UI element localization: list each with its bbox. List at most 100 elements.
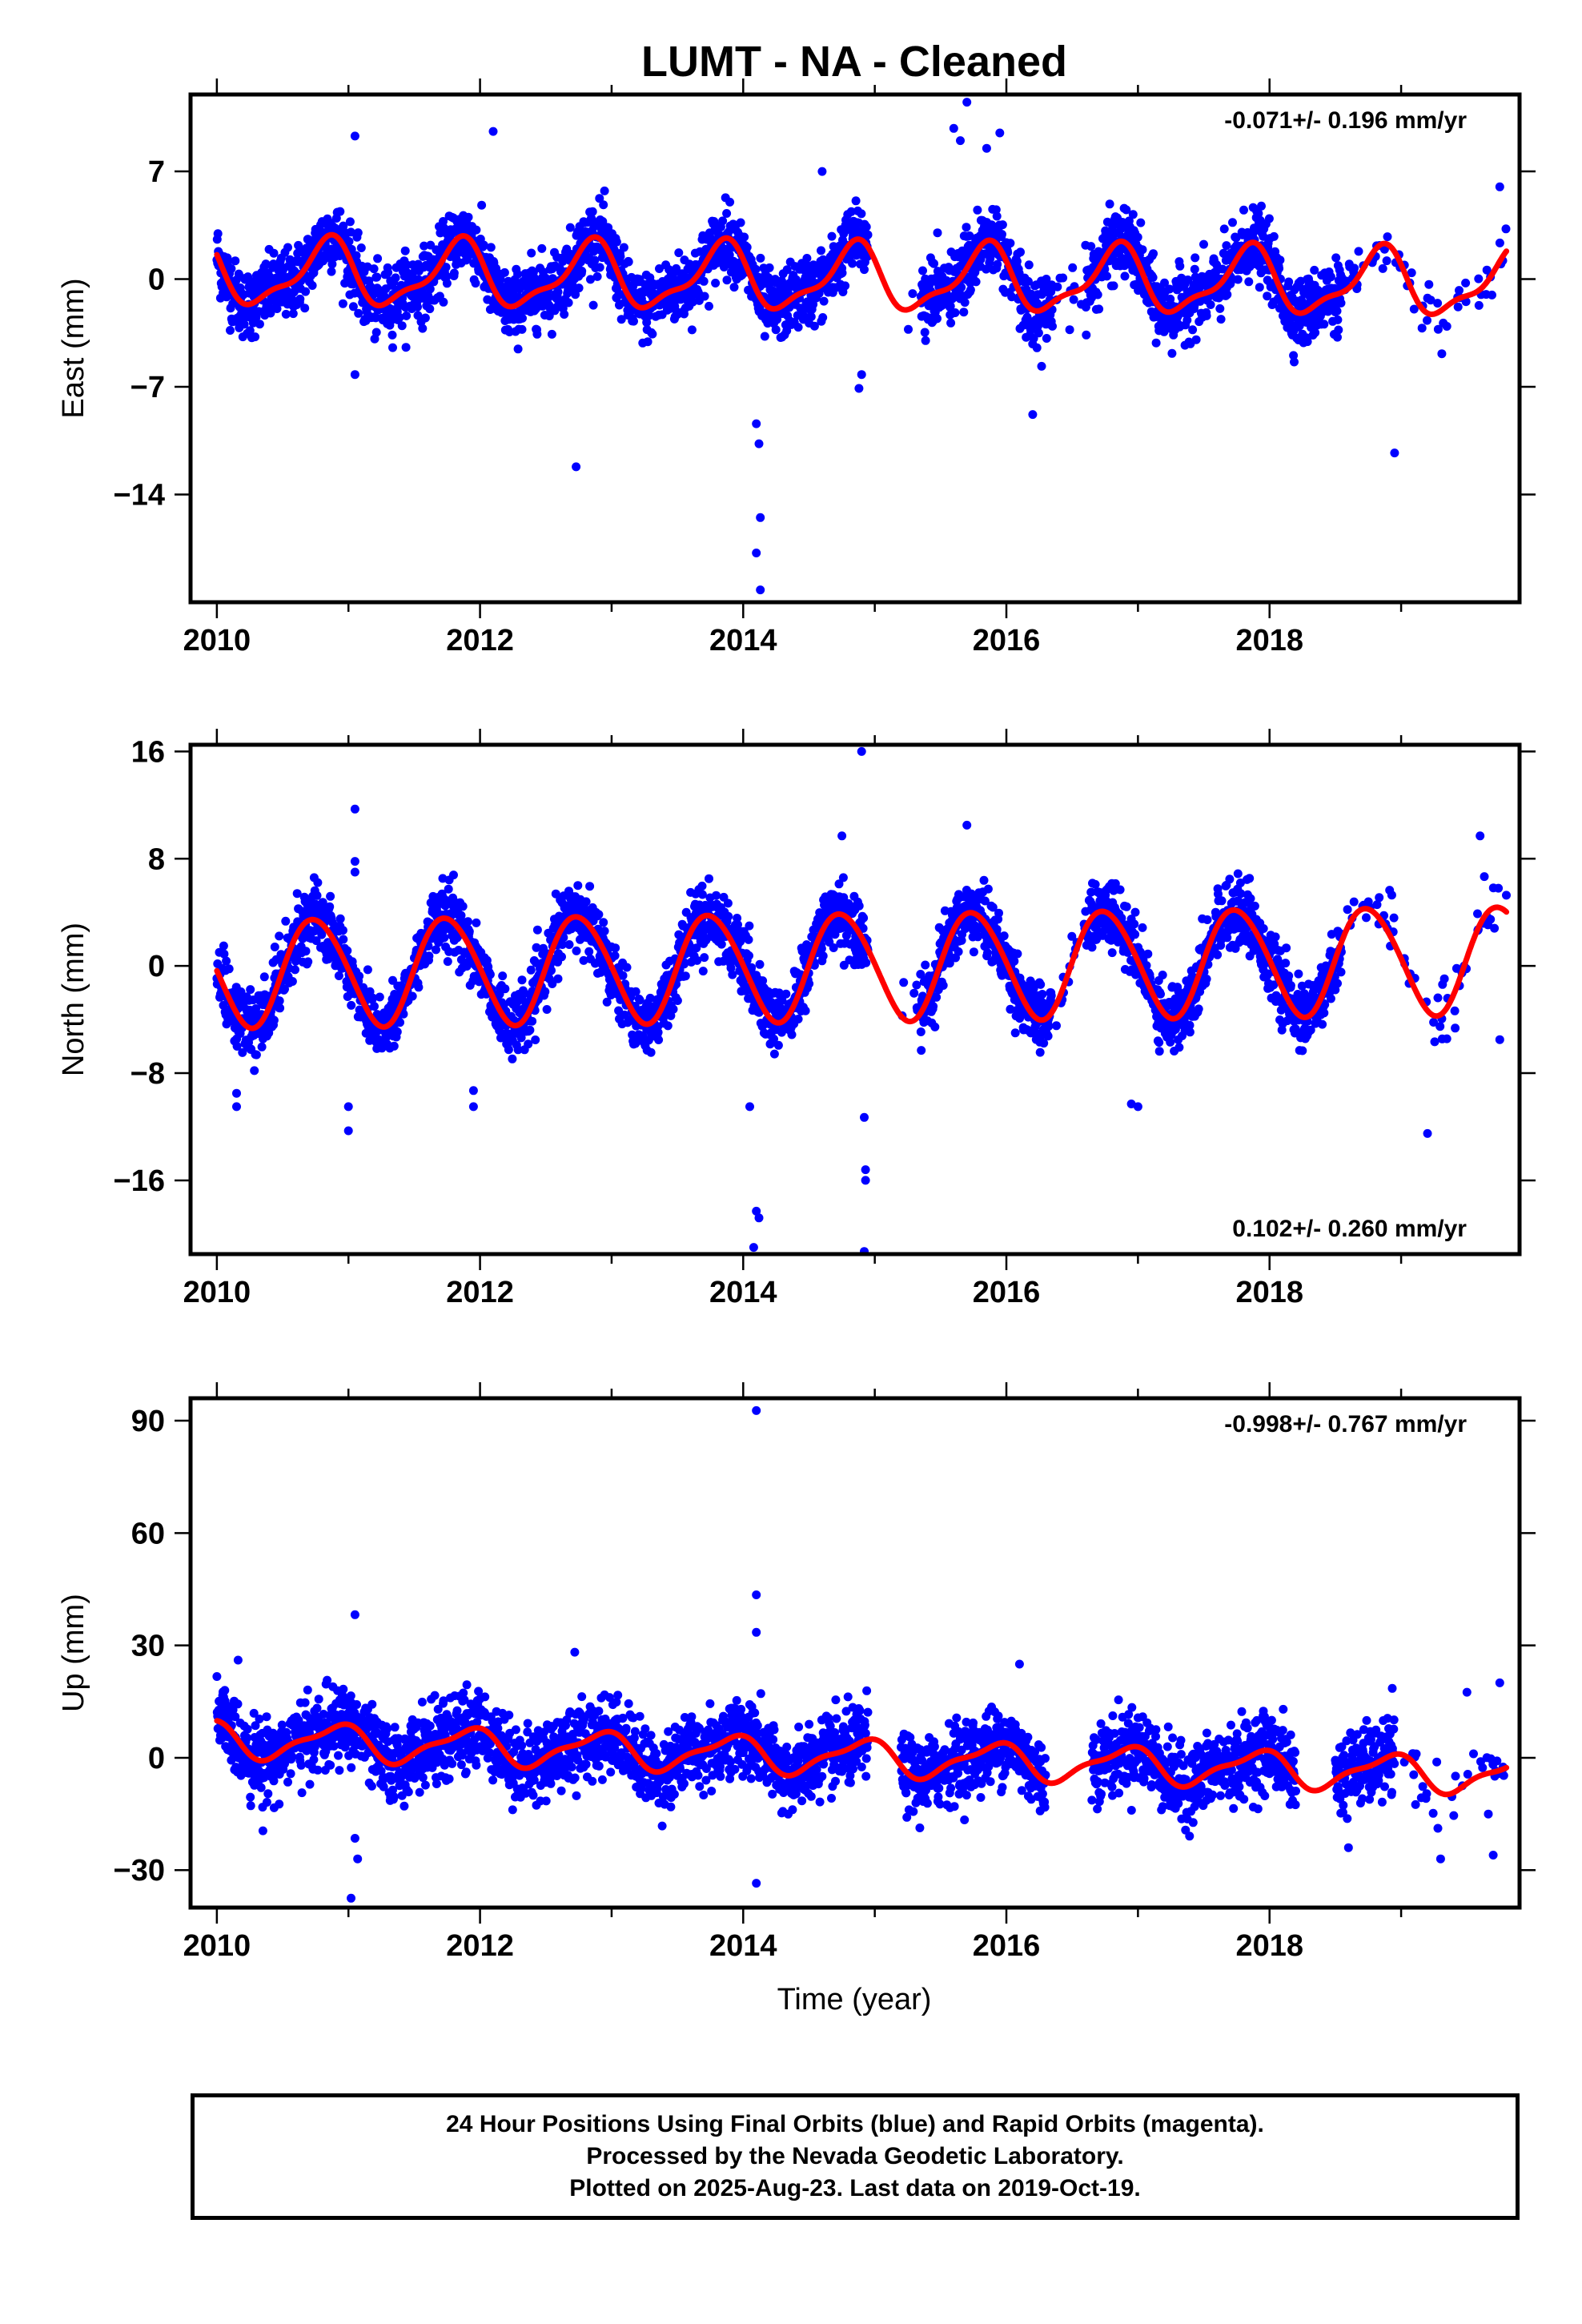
data-point [1048, 321, 1057, 331]
data-point [464, 212, 473, 222]
data-point [517, 324, 527, 334]
data-point [458, 902, 468, 911]
data-point [838, 873, 848, 883]
data-point [629, 316, 638, 326]
data-point [1136, 218, 1146, 227]
data-point [344, 237, 354, 246]
data-point [1417, 324, 1427, 333]
data-point [717, 939, 726, 949]
data-point [1424, 279, 1434, 289]
data-point [417, 286, 427, 296]
data-point [771, 325, 781, 335]
data-point [616, 251, 625, 261]
data-point [564, 298, 573, 308]
data-point [1128, 210, 1138, 219]
data-point [397, 321, 407, 331]
data-point [222, 956, 231, 966]
data-point [500, 267, 509, 277]
outlier-point [854, 384, 864, 393]
data-point [515, 284, 524, 294]
data-point [1437, 349, 1447, 359]
data-point [1167, 348, 1177, 358]
data-point [246, 985, 255, 995]
east-observations [212, 98, 1511, 595]
data-point [1086, 242, 1096, 251]
data-point [610, 951, 620, 960]
data-point [846, 207, 856, 216]
figure-title: LUMT - NA - Cleaned [641, 38, 1067, 86]
data-point [584, 947, 594, 956]
data-point [930, 1022, 940, 1031]
data-point [565, 223, 575, 232]
data-point [1016, 247, 1025, 257]
data-point [532, 329, 542, 339]
data-point [1120, 271, 1130, 281]
data-point [281, 309, 291, 319]
data-point [288, 309, 298, 319]
data-point [1482, 265, 1492, 275]
data-point [782, 265, 792, 275]
data-point [700, 292, 709, 301]
data-point [969, 947, 978, 957]
data-point [787, 1030, 797, 1039]
data-point [1199, 239, 1208, 249]
data-point [348, 302, 358, 312]
data-point [572, 946, 581, 955]
data-point [751, 264, 761, 274]
data-point [987, 220, 996, 230]
data-point [1474, 300, 1484, 310]
data-point [557, 940, 567, 949]
data-point [547, 966, 556, 975]
data-point [851, 196, 861, 206]
data-point [857, 209, 866, 219]
data-point [553, 287, 563, 296]
data-point [692, 943, 701, 953]
data-point [801, 1006, 810, 1015]
data-point [382, 1032, 391, 1041]
data-point [933, 314, 942, 324]
data-point [1215, 304, 1225, 313]
data-point [863, 230, 873, 239]
data-point [219, 949, 229, 959]
data-point [1334, 325, 1343, 335]
data-point [993, 259, 1002, 269]
data-point [525, 1025, 535, 1035]
data-point [295, 294, 305, 304]
outlier-point [754, 439, 764, 448]
data-point [758, 976, 768, 986]
data-point [1336, 298, 1346, 308]
data-point [1109, 281, 1118, 291]
data-point [1269, 231, 1279, 241]
data-point [226, 326, 235, 335]
data-point [1319, 320, 1329, 329]
data-point [718, 216, 728, 226]
data-point [388, 343, 397, 352]
data-point [464, 927, 474, 936]
data-point [579, 955, 588, 965]
data-point [663, 1021, 673, 1031]
data-point [619, 243, 628, 252]
data-point [769, 1034, 778, 1043]
outlier-point [752, 419, 761, 428]
data-point [542, 1005, 552, 1014]
data-point [518, 313, 527, 323]
east-frame [188, 92, 1522, 605]
data-point [960, 298, 970, 308]
data-point [697, 881, 707, 891]
data-point [327, 267, 336, 276]
data-point [781, 989, 791, 999]
data-point [355, 971, 364, 981]
y-tick-label: 7 [148, 155, 165, 189]
data-point [806, 312, 816, 321]
data-point [599, 200, 608, 210]
data-point [1409, 304, 1419, 314]
data-point [213, 229, 223, 239]
data-point [219, 941, 228, 951]
outlier-point [956, 136, 965, 146]
data-point [756, 253, 765, 263]
data-point [301, 947, 311, 956]
data-point [921, 336, 930, 345]
data-point [793, 1015, 803, 1023]
data-point [518, 986, 528, 995]
data-point [251, 1050, 261, 1059]
